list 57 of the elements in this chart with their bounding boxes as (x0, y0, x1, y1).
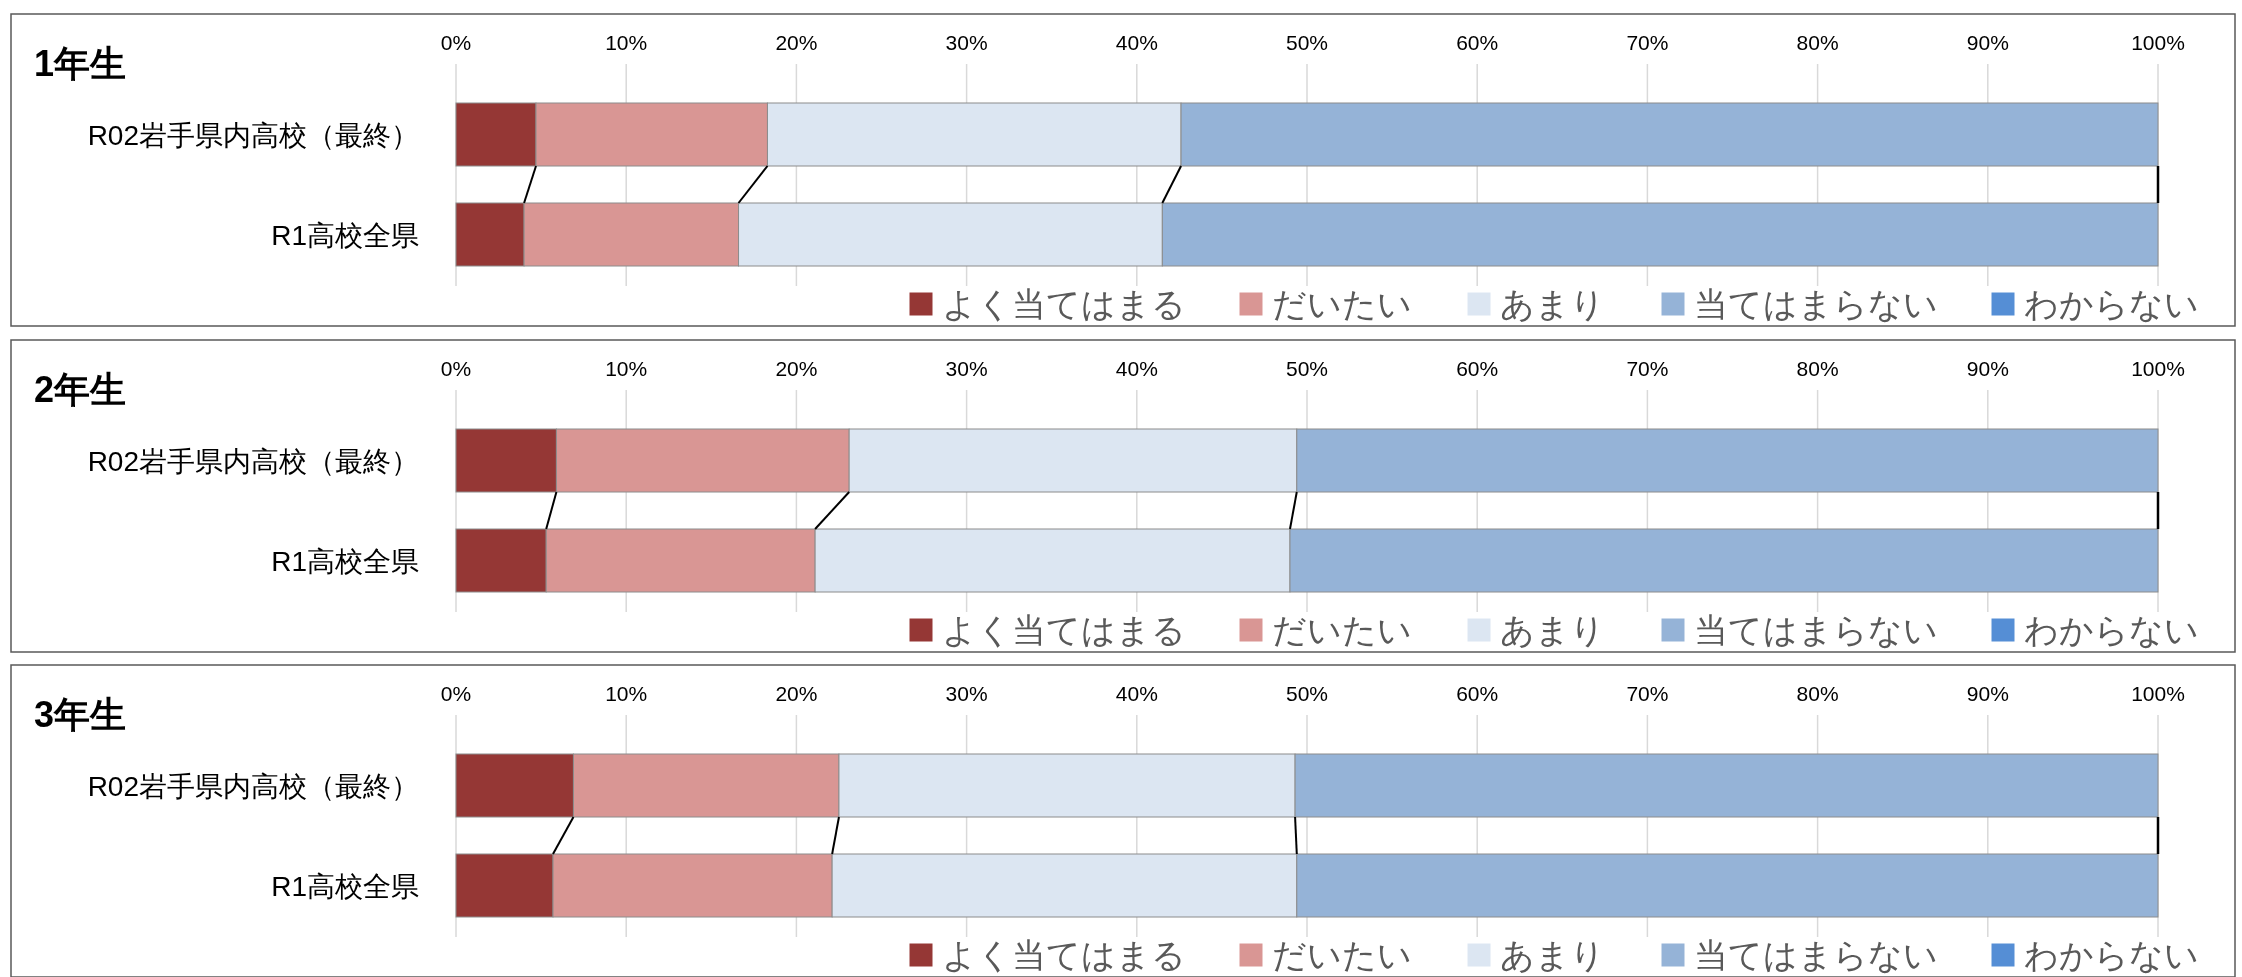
x-tick-label: 70% (1626, 31, 1669, 54)
legend-label: わからない (2024, 936, 2199, 974)
x-tick-label: 50% (1285, 682, 1329, 705)
y-tick-label: R02岩手県内高校（最終） (87, 119, 419, 151)
y-tick-label: R1高校全県 (271, 870, 419, 902)
x-tick-label: 50% (1285, 31, 1329, 54)
x-tick-label: 30% (945, 682, 988, 705)
legend-label: よく当てはまる (942, 611, 1186, 649)
x-tick-label: 10% (605, 31, 648, 54)
x-tick-label: 60% (1456, 31, 1499, 54)
x-tick-label: 90% (1966, 357, 2009, 380)
legend-label: だいたい (1272, 611, 1412, 649)
y-tick-label: R02岩手県内高校（最終） (87, 770, 419, 802)
text: 2年生 (34, 369, 127, 410)
x-tick-label: 0% (440, 357, 472, 380)
x-tick-label: 0% (440, 31, 472, 54)
x-tick-label: 40% (1115, 357, 1158, 380)
y-tick-label: R1高校全県 (271, 545, 419, 577)
x-tick-label: 0% (440, 682, 472, 705)
x-tick-label: 70% (1626, 357, 1669, 380)
x-tick-label: 80% (1796, 682, 1839, 705)
legend-label: わからない (2024, 611, 2199, 649)
x-tick-label: 30% (945, 357, 988, 380)
x-tick-label: 100% (2131, 31, 2185, 54)
x-tick-label: 60% (1456, 682, 1499, 705)
x-tick-label: 80% (1796, 357, 1839, 380)
x-tick-label: 20% (775, 357, 818, 380)
x-tick-label: 40% (1115, 682, 1158, 705)
x-tick-label: 90% (1966, 31, 2009, 54)
y-tick-label: R02岩手県内高校（最終） (87, 445, 419, 477)
x-tick-label: 30% (945, 31, 988, 54)
legend-label: だいたい (1272, 285, 1412, 323)
x-tick-label: 20% (775, 31, 818, 54)
legend-label: だいたい (1272, 936, 1412, 974)
legend-label: よく当てはまる (942, 936, 1186, 974)
legend-label: わからない (2024, 285, 2199, 323)
x-tick-label: 100% (2131, 357, 2185, 380)
legend-label: あまり (1500, 611, 1605, 649)
text: 3年生 (34, 694, 127, 735)
legend-label: 当てはまらない (1694, 285, 1938, 323)
text: 1年生 (34, 43, 127, 84)
y-tick-label: R1高校全県 (271, 219, 419, 251)
x-tick-label: 10% (605, 682, 648, 705)
x-tick-label: 100% (2131, 682, 2185, 705)
x-tick-label: 20% (775, 682, 818, 705)
x-tick-label: 60% (1456, 357, 1499, 380)
x-tick-label: 80% (1796, 31, 1839, 54)
legend-label: 当てはまらない (1694, 611, 1938, 649)
x-tick-label: 10% (605, 357, 648, 380)
x-tick-label: 50% (1285, 357, 1329, 380)
legend-label: 当てはまらない (1694, 936, 1938, 974)
x-tick-label: 70% (1626, 682, 1669, 705)
x-tick-label: 40% (1115, 31, 1158, 54)
legend-label: あまり (1500, 936, 1605, 974)
legend-label: よく当てはまる (942, 285, 1186, 323)
legend-label: あまり (1500, 285, 1605, 323)
x-tick-label: 90% (1966, 682, 2009, 705)
